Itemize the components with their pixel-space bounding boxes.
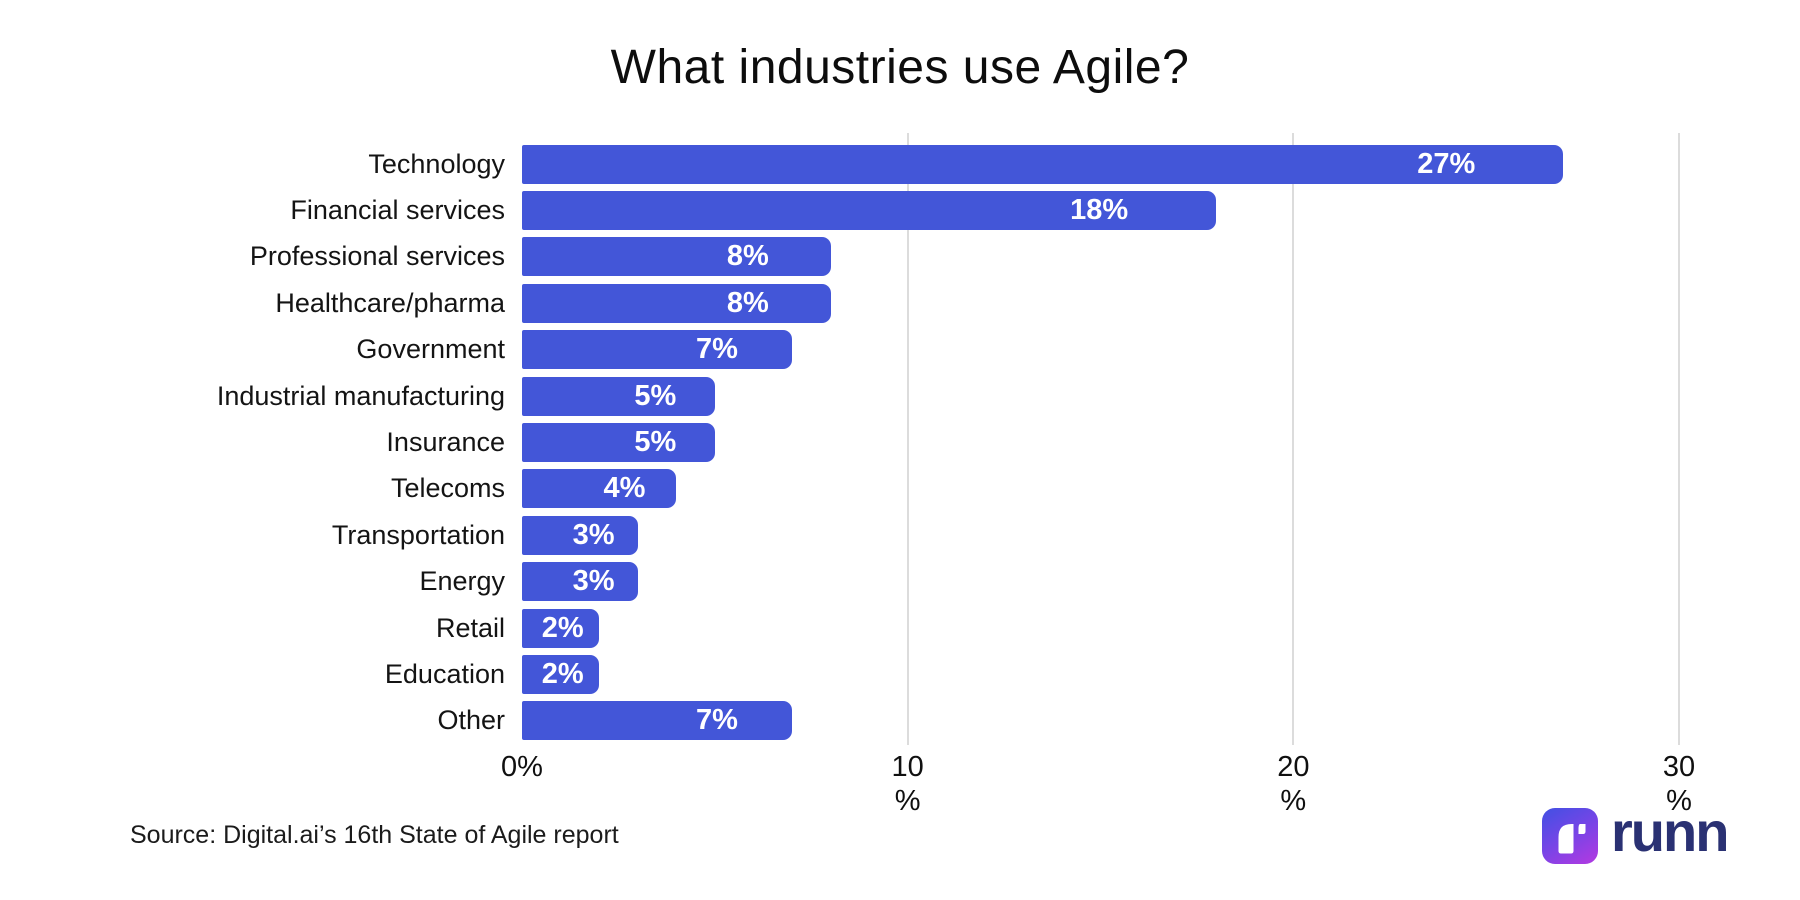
bar-track: 18% [522, 187, 1679, 233]
category-label: Telecoms [390, 473, 505, 504]
bar-track: 4% [522, 466, 1679, 512]
category-label: Other [437, 705, 505, 736]
bar-track: 3% [522, 559, 1679, 605]
bar-track: 3% [522, 512, 1679, 558]
category-label: Education [384, 658, 505, 689]
plot-area [522, 133, 1680, 745]
bar: 4% [522, 469, 677, 509]
value-label: 5% [634, 426, 677, 459]
bar: 5% [522, 423, 715, 463]
value-label: 7% [696, 333, 738, 366]
bar-row: Financial services 18% [0, 187, 1679, 233]
bar: 2% [522, 654, 600, 694]
value-label: 18% [1070, 194, 1129, 227]
bar-row: Government 7% [0, 327, 1679, 373]
category-label: Professional services [249, 241, 505, 272]
gridline-30 [1678, 133, 1680, 745]
bar-row: Telecoms 4% [0, 466, 1679, 512]
bar: 8% [522, 283, 831, 323]
category-label: Industrial manufacturing [216, 380, 505, 411]
bar: 5% [522, 376, 715, 416]
bar-track: 2% [522, 651, 1679, 697]
bar: 7% [522, 701, 792, 741]
bar-rows: Technology 27% Financial services 18% Pr… [0, 141, 1679, 744]
brand-logo: runn [1542, 804, 1729, 864]
bar-track: 7% [522, 327, 1679, 373]
value-label: 4% [603, 472, 646, 505]
bar: 8% [522, 237, 831, 277]
bar: 2% [522, 608, 600, 648]
value-label: 7% [696, 704, 738, 737]
category-label: Technology [368, 148, 505, 179]
x-tick-0: 0% [501, 751, 543, 783]
bar-row: Retail 2% [0, 605, 1679, 651]
bar-track: 8% [522, 280, 1679, 326]
bar: 3% [522, 515, 638, 555]
x-tick-20: 20 % [1277, 751, 1310, 817]
bar-row: Transportation 3% [0, 512, 1679, 558]
category-label: Government [356, 334, 505, 365]
value-label: 27% [1417, 147, 1476, 180]
x-tick-10: 10 % [891, 751, 924, 817]
gridline-20 [1292, 133, 1295, 745]
gridline-10 [906, 133, 909, 745]
category-label: Retail [435, 612, 505, 643]
bar-row: Healthcare/pharma 8% [0, 280, 1679, 326]
bar-row: Professional services 8% [0, 234, 1679, 280]
bar: 18% [522, 191, 1217, 231]
brand-wordmark: runn [1611, 800, 1729, 863]
bar: 3% [522, 562, 638, 602]
bar-row: Technology 27% [0, 141, 1679, 187]
value-label: 3% [572, 565, 615, 598]
value-label: 5% [634, 379, 677, 412]
chart-title: What industries use Agile? [610, 41, 1190, 94]
value-label: 2% [541, 611, 584, 644]
bar-row: Insurance 5% [0, 419, 1679, 465]
bar-track: 5% [522, 419, 1679, 465]
bar: 27% [522, 144, 1564, 184]
bar-row: Energy 3% [0, 559, 1679, 605]
category-label: Financial services [290, 195, 505, 226]
bar-row: Other 7% [0, 698, 1679, 744]
category-label: Energy [419, 566, 505, 597]
value-label: 8% [726, 286, 769, 319]
value-label: 2% [541, 657, 584, 690]
category-label: Transportation [331, 519, 505, 550]
category-label: Healthcare/pharma [275, 287, 505, 318]
category-label: Insurance [386, 427, 505, 458]
bar-track: 27% [522, 141, 1679, 187]
source-caption: Source: Digital.ai’s 16th State of Agile… [130, 821, 619, 849]
bar-row: Education 2% [0, 651, 1679, 697]
bar-track: 8% [522, 234, 1679, 280]
value-label: 3% [572, 518, 615, 551]
runn-logo-icon [1542, 808, 1598, 864]
bar-track: 7% [522, 698, 1679, 744]
value-label: 8% [726, 240, 769, 273]
bar-track: 5% [522, 373, 1679, 419]
bar: 7% [522, 330, 792, 370]
bar-row: Industrial manufacturing 5% [0, 373, 1679, 419]
bar-track: 2% [522, 605, 1679, 651]
